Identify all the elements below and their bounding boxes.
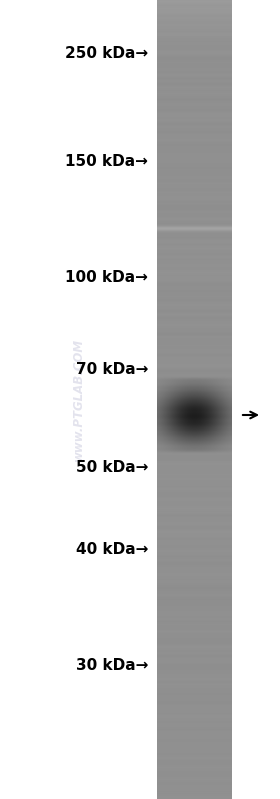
Text: 30 kDa→: 30 kDa→ [76,658,148,674]
Text: 100 kDa→: 100 kDa→ [65,271,148,285]
Text: 50 kDa→: 50 kDa→ [76,460,148,475]
Text: www.PTGLAB.COM: www.PTGLAB.COM [71,338,85,461]
Text: 250 kDa→: 250 kDa→ [65,46,148,62]
Text: 40 kDa→: 40 kDa→ [76,542,148,556]
Text: 150 kDa→: 150 kDa→ [65,154,148,169]
Text: 70 kDa→: 70 kDa→ [76,363,148,377]
